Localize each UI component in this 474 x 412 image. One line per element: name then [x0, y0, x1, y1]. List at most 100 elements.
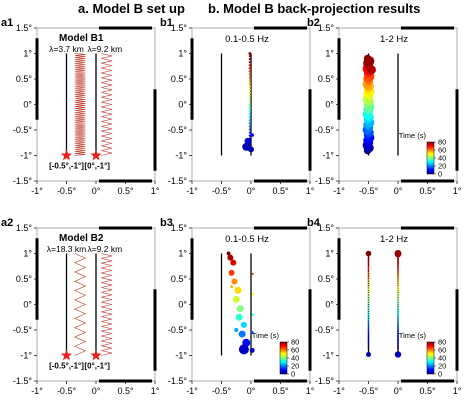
- bp-dot: [397, 290, 399, 293]
- bp-dot: [238, 344, 249, 355]
- colorbar-title: Time (s): [399, 331, 427, 340]
- x-tick-label: -1°: [186, 186, 198, 196]
- x-tick-label: 0.5°: [272, 386, 289, 396]
- bp-dot: [248, 82, 251, 85]
- colorbar-gradient: [426, 141, 435, 175]
- lambda-left-label: λ=3.7 km: [49, 44, 84, 54]
- x-tick-label: -0.5°: [359, 186, 379, 196]
- y-tick-label: -1.5°: [13, 176, 33, 186]
- bp-dot: [397, 342, 399, 345]
- bp-dot: [249, 347, 255, 353]
- panel-label: b1: [160, 17, 173, 29]
- x-tick-label: 0.5°: [117, 186, 134, 196]
- colorbar-tick-label: 80: [291, 338, 299, 347]
- star-west: [60, 149, 73, 161]
- bp-dot: [248, 73, 251, 76]
- bp-dot: [248, 113, 251, 116]
- colorbar-tick-label: 60: [291, 346, 299, 355]
- y-tick-label: 0°: [23, 100, 32, 110]
- y-tick-label: -0.5°: [13, 325, 33, 335]
- bp-dot: [240, 321, 247, 328]
- bp-dot: [367, 257, 370, 260]
- bp-dot: [367, 295, 370, 298]
- bp-dot: [234, 328, 239, 332]
- y-tick-label: 1°: [178, 249, 187, 259]
- bp-dot: [252, 293, 255, 296]
- x-tick-label: -1°: [186, 386, 198, 396]
- bp-dot: [248, 58, 251, 61]
- bp-dot: [397, 262, 399, 265]
- bp-dot: [367, 281, 370, 284]
- y-tick-label: 1.5°: [318, 23, 335, 33]
- colorbar-tick-label: 0: [438, 170, 442, 179]
- colorbar-tick-label: 20: [291, 362, 299, 371]
- bp-dot: [367, 323, 370, 326]
- y-tick-label: 1°: [325, 49, 334, 59]
- colorbar-tick-label: 20: [438, 162, 446, 171]
- bp-dot: [248, 91, 251, 94]
- bp-dot: [248, 100, 251, 104]
- frequency-label: 1-2 Hz: [380, 34, 408, 45]
- bp-dot: [397, 269, 399, 272]
- bp-dot: [248, 61, 251, 64]
- lambda-right-label: λ=9.2 km: [87, 44, 122, 54]
- colorbar-title: Time (s): [399, 131, 427, 140]
- bp-dot: [248, 131, 251, 134]
- bp-dot: [397, 288, 399, 291]
- colorbar-tick-label: 0: [438, 370, 442, 379]
- y-tick-label: -1.5°: [13, 376, 33, 386]
- bp-dot: [367, 297, 370, 300]
- bp-dot: [397, 309, 399, 312]
- colorbar-tick-label: 60: [438, 346, 446, 355]
- bp-dot: [366, 65, 376, 75]
- y-tick-label: 0°: [23, 300, 32, 310]
- bp-dot: [397, 278, 399, 281]
- y-tick-label: 0.5°: [171, 74, 188, 84]
- y-tick-label: -1.5°: [315, 376, 335, 386]
- panel-b3: 1.5°1°0.5°0°-0.5°-1°-1.5°-1° -0.5° 0° 0.5° 1…: [160, 217, 315, 396]
- corner-label-east: [0°,-1°]: [84, 361, 110, 370]
- bp-dot: [367, 271, 370, 274]
- bp-dot: [397, 321, 399, 324]
- x-tick-label: 0.5°: [272, 186, 289, 196]
- bp-dot: [248, 125, 251, 128]
- bp-dot: [367, 276, 370, 279]
- left-header: a. Model B set up: [78, 1, 185, 16]
- colorbar-tick-label: 40: [291, 354, 299, 363]
- bp-dot: [397, 295, 399, 298]
- bp-dot: [397, 302, 399, 305]
- bp-dot: [397, 316, 399, 319]
- panel-b4: 1.5°1°0.5°0°-0.5°-1°-1.5°-1° -0.5° 0° 0.5° 1…: [307, 217, 462, 396]
- bp-dot: [394, 351, 402, 358]
- y-tick-label: -0.5°: [168, 125, 188, 135]
- bp-dot: [230, 259, 237, 266]
- bp-dot: [367, 264, 370, 267]
- bp-dot: [397, 285, 399, 288]
- panel-label: a2: [1, 217, 13, 229]
- y-tick-label: -1°: [20, 151, 32, 161]
- panel-a2: 1.5°1°0.5°0°-0.5°-1°-1.5°-1° -0.5° 0° 0.5° 1…: [1, 217, 160, 396]
- bp-dot: [367, 316, 370, 319]
- bp-dot: [397, 304, 399, 307]
- bp-dot: [367, 344, 370, 347]
- bp-dot: [367, 274, 370, 277]
- bp-dot: [367, 335, 370, 338]
- y-tick-label: 1°: [23, 49, 32, 59]
- bp-dot: [248, 110, 251, 113]
- bp-dot: [367, 292, 370, 295]
- x-tick-label: -1°: [333, 186, 345, 196]
- bp-dot: [365, 250, 372, 257]
- x-tick-label: 1°: [453, 386, 462, 396]
- bp-dot: [228, 269, 235, 276]
- bp-dot: [367, 328, 370, 330]
- x-tick-label: 0.5°: [117, 386, 134, 396]
- bp-dot: [397, 267, 399, 270]
- bp-dot: [397, 339, 399, 342]
- bp-dot: [234, 286, 242, 294]
- bp-dot: [367, 304, 370, 307]
- bp-dot: [367, 309, 370, 312]
- y-tick-label: 1.5°: [318, 223, 335, 233]
- bp-dot: [230, 285, 234, 289]
